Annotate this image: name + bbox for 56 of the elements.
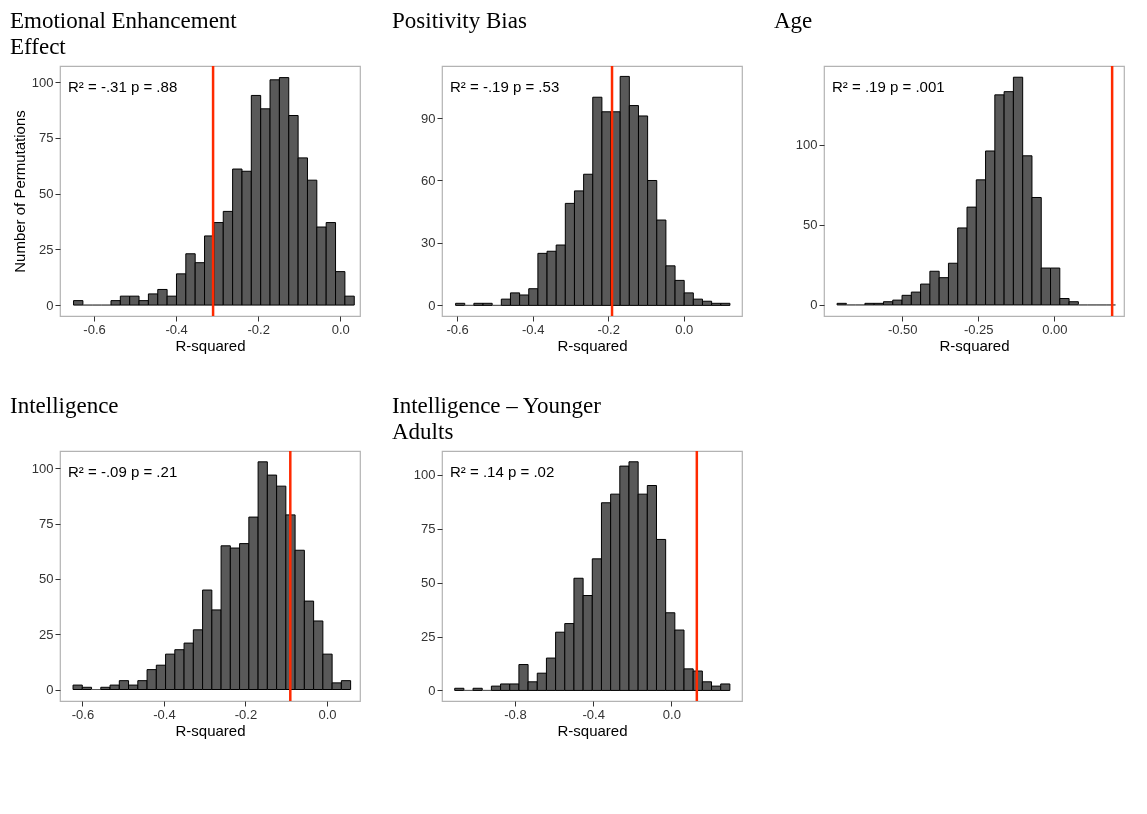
x-axis-title: R-squared bbox=[939, 336, 1010, 354]
x-tick-label: -0.6 bbox=[83, 321, 106, 337]
y-tick-label: 100 bbox=[31, 74, 54, 90]
x-tick-label: -0.8 bbox=[504, 706, 527, 722]
x-tick-label: -0.6 bbox=[71, 706, 95, 722]
x-tick-label: -0.2 bbox=[597, 321, 620, 337]
y-tick-label: 75 bbox=[39, 516, 54, 532]
y-tick-label: 50 bbox=[803, 217, 818, 233]
y-tick-label: 0 bbox=[428, 297, 436, 313]
x-axis-title: R-squared bbox=[175, 336, 246, 354]
y-tick-label: 50 bbox=[39, 571, 54, 587]
annotation: R² = .14 p = .02 bbox=[450, 463, 555, 480]
x-tick-label: 0.0 bbox=[662, 706, 681, 722]
x-axis-title: R-squared bbox=[557, 336, 628, 354]
x-tick-label: -0.4 bbox=[582, 706, 605, 722]
x-tick-label: -0.4 bbox=[521, 321, 545, 337]
y-tick-label: 0 bbox=[46, 297, 54, 313]
x-axis-title: R-squared bbox=[175, 721, 246, 739]
y-tick-label: 25 bbox=[421, 629, 436, 644]
annotation: R² = -.09 p = .21 bbox=[68, 463, 178, 480]
y-tick-label: 100 bbox=[31, 460, 54, 476]
x-tick-label: -0.4 bbox=[153, 706, 176, 722]
chart-title: Intelligence bbox=[10, 392, 119, 418]
x-tick-label: 0.0 bbox=[318, 706, 337, 722]
y-tick-label: 50 bbox=[39, 186, 54, 202]
x-tick-label: -0.6 bbox=[446, 321, 469, 337]
y-tick-label: 30 bbox=[421, 235, 436, 251]
chart-title: Positivity Bias bbox=[392, 7, 527, 33]
y-tick-label: 0 bbox=[46, 682, 54, 698]
y-tick-label: 100 bbox=[795, 137, 818, 153]
x-tick-label: 0.0 bbox=[331, 321, 350, 337]
x-tick-label: -0.25 bbox=[963, 321, 994, 337]
x-tick-label: -0.2 bbox=[247, 321, 270, 337]
y-tick-label: 0 bbox=[810, 297, 818, 313]
y-axis-title: Number of Permutations bbox=[10, 110, 28, 273]
annotation: R² = -.19 p = .53 bbox=[450, 78, 560, 95]
y-tick-label: 75 bbox=[421, 521, 436, 537]
annotation: R² = .19 p = .001 bbox=[832, 78, 945, 95]
chart-title: Emotional Enhancement Effect bbox=[10, 7, 238, 59]
chart-title: Intelligence – Younger Adults bbox=[392, 392, 602, 444]
y-tick-label: 0 bbox=[428, 682, 436, 698]
y-tick-label: 25 bbox=[39, 626, 54, 642]
x-tick-label: -0.2 bbox=[234, 706, 258, 722]
x-tick-label: -0.50 bbox=[887, 321, 918, 337]
y-tick-label: 60 bbox=[421, 172, 436, 188]
annotation: R² = -.31 p = .88 bbox=[68, 78, 178, 95]
y-tick-label: 25 bbox=[39, 241, 54, 257]
y-tick-label: 75 bbox=[39, 130, 54, 146]
x-tick-label: 0.0 bbox=[675, 321, 694, 337]
y-tick-label: 100 bbox=[413, 467, 436, 483]
y-tick-label: 90 bbox=[421, 110, 436, 126]
x-tick-label: -0.4 bbox=[165, 321, 188, 337]
x-axis-title: R-squared bbox=[557, 721, 628, 739]
x-tick-label: 0.00 bbox=[1042, 321, 1068, 337]
y-tick-label: 50 bbox=[421, 575, 436, 591]
chart-title: Age bbox=[774, 7, 813, 33]
